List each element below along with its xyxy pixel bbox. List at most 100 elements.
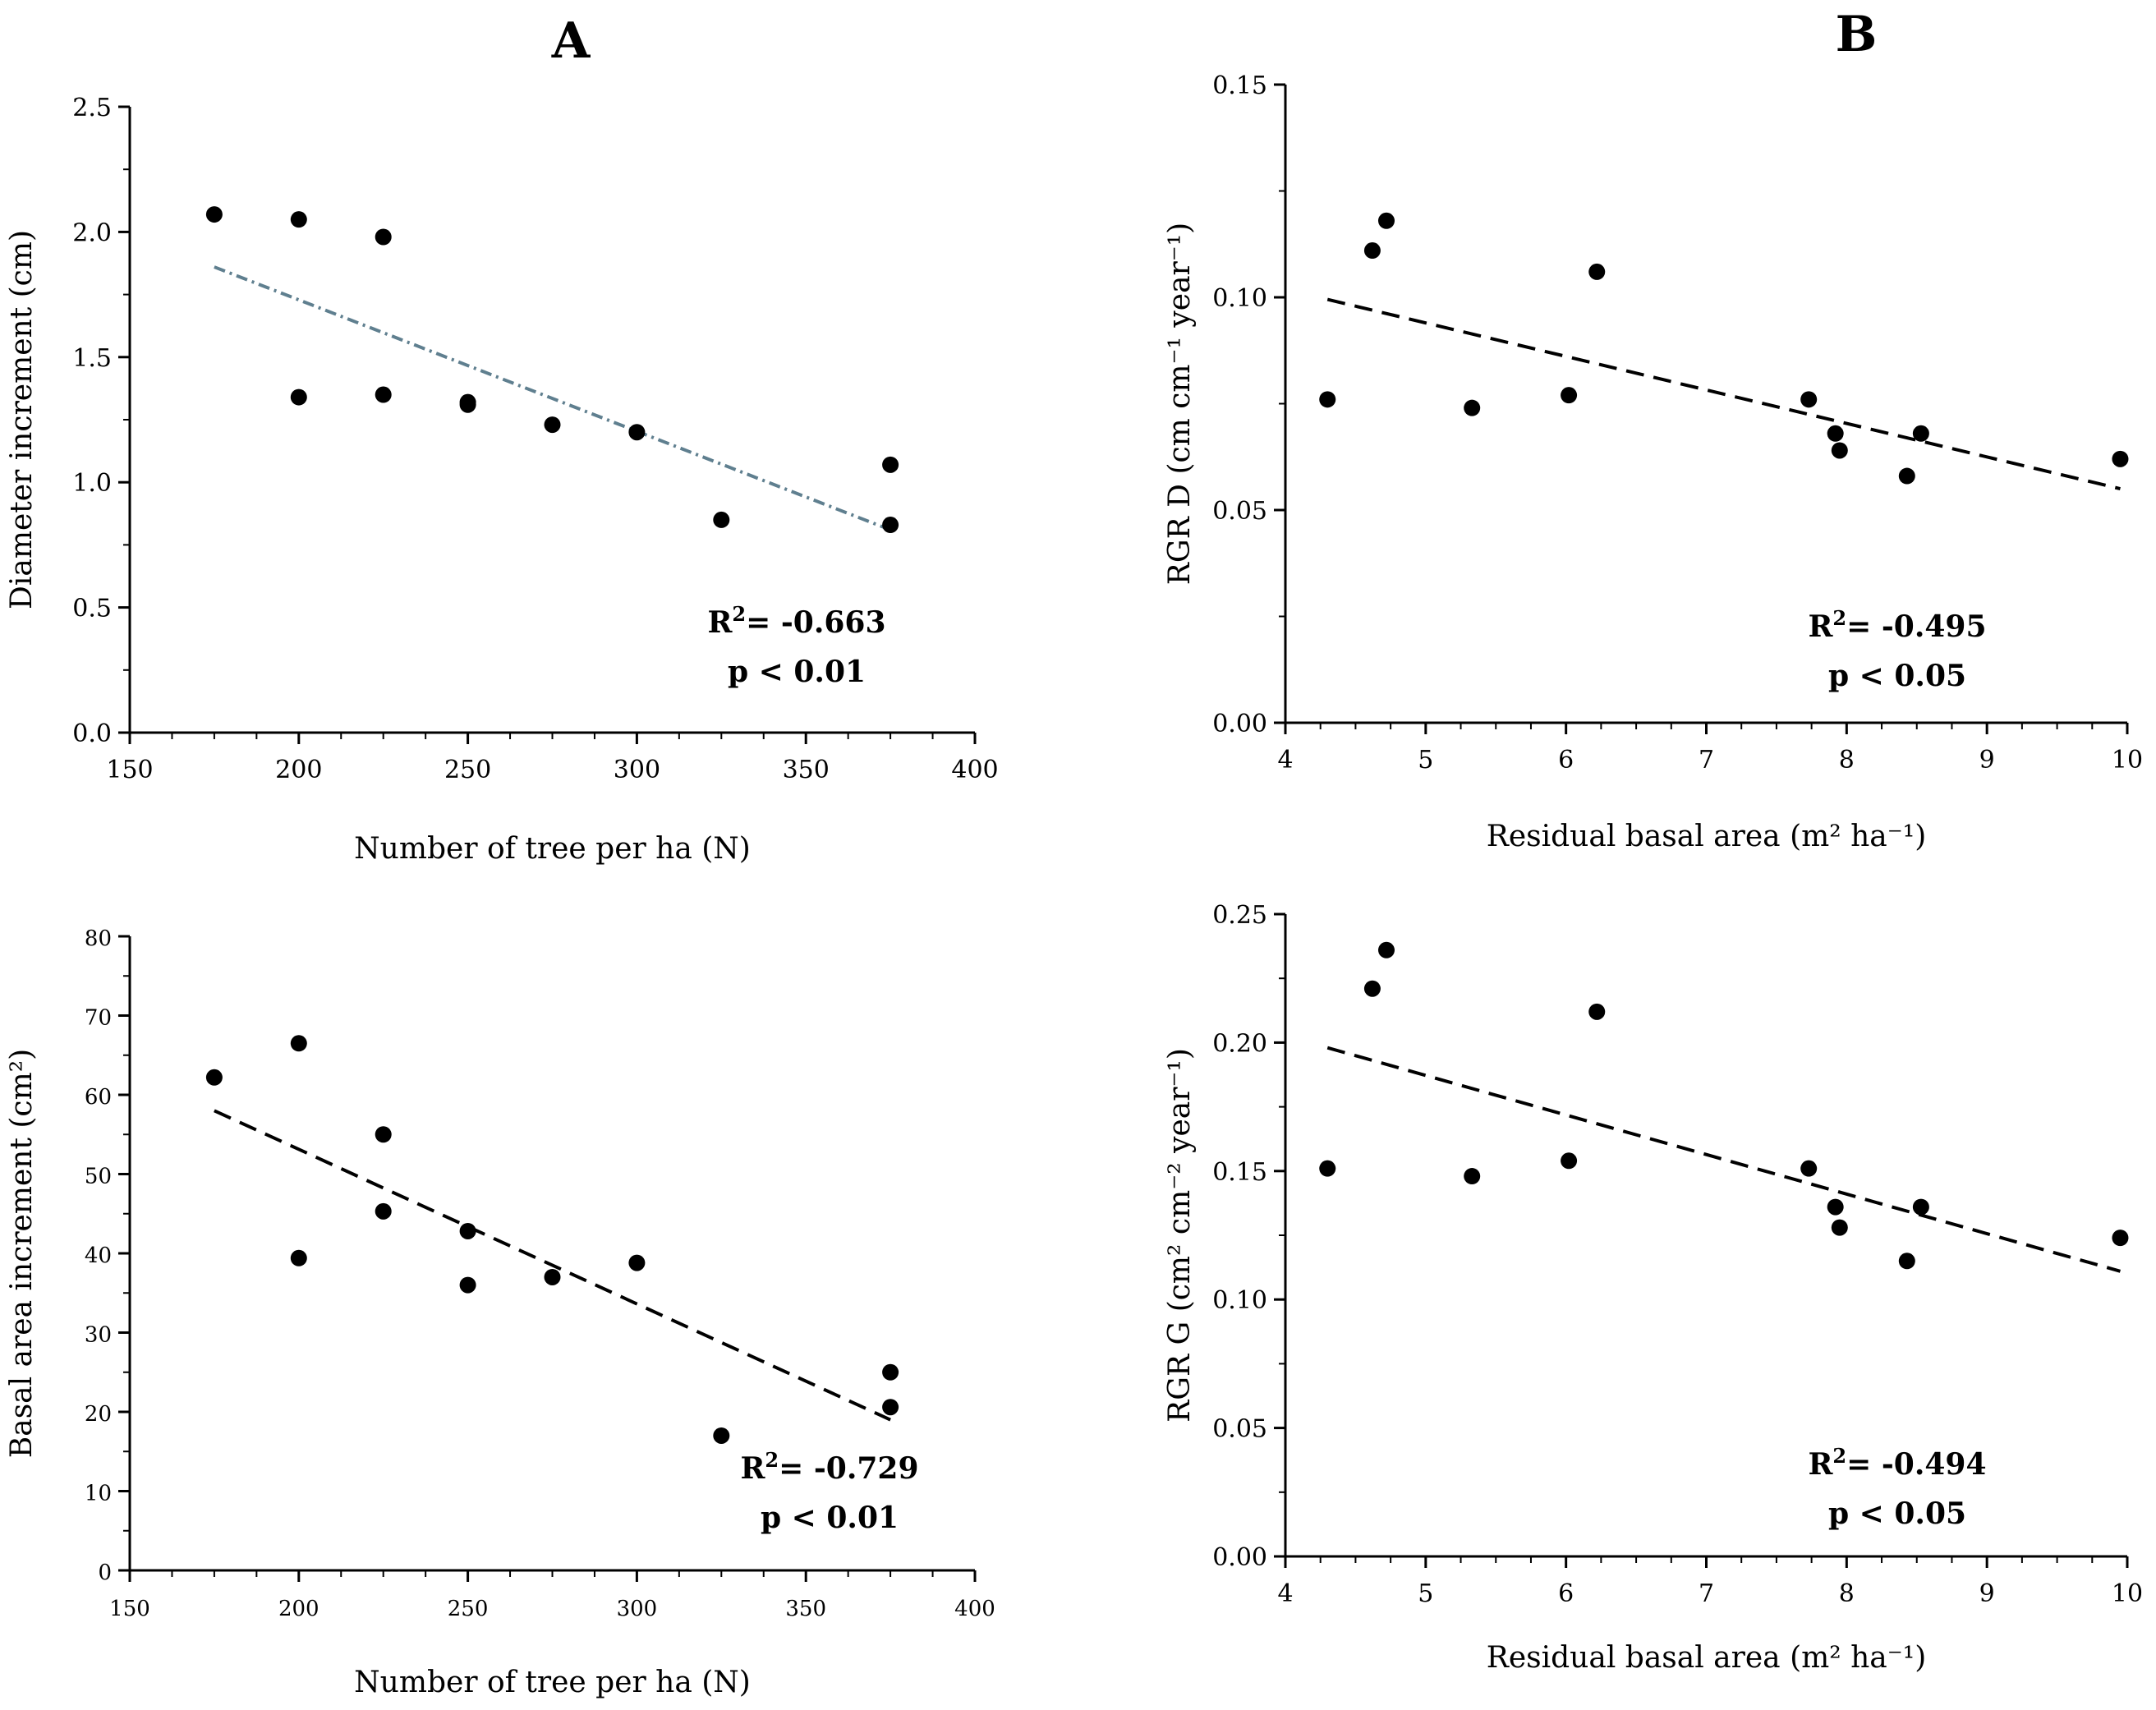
data-point xyxy=(1464,399,1481,416)
p-value-label: p < 0.01 xyxy=(761,1501,899,1535)
data-point xyxy=(1827,425,1844,442)
y-tick-label: 0.15 xyxy=(1212,1158,1267,1187)
p-value-label: p < 0.01 xyxy=(728,655,866,689)
trendline xyxy=(1326,297,2121,491)
x-tick-label: 250 xyxy=(444,756,491,784)
r-squared-label: R2= -0.729 xyxy=(741,1448,919,1486)
data-point xyxy=(1831,442,1848,459)
x-tick-label: 4 xyxy=(1277,746,1293,775)
y-tick-label: 0.05 xyxy=(1212,497,1267,526)
y-tick-label: 20 xyxy=(85,1402,112,1427)
data-point xyxy=(375,386,392,403)
data-point xyxy=(1831,1219,1848,1236)
data-point xyxy=(1378,941,1395,958)
y-tick-label: 0.10 xyxy=(1212,1286,1267,1315)
x-tick-label: 200 xyxy=(278,1597,319,1621)
data-point xyxy=(205,206,223,223)
x-tick-label: 7 xyxy=(1699,1579,1714,1608)
data-point xyxy=(375,1126,392,1143)
data-point xyxy=(1912,425,1929,442)
x-tick-label: 6 xyxy=(1558,1579,1574,1608)
y-axis-label: RGR D (cm cm⁻¹ year⁻¹) xyxy=(1163,223,1197,585)
chart-rgr-d: 4 5 6 7 8 9 10 0.00 0.05 0.10 0.15 Residual basal a… xyxy=(1163,71,2143,853)
y-axis-label: Basal area increment (cm²) xyxy=(5,1049,39,1458)
y-axis-label: RGR G (cm² cm⁻² year⁻¹) xyxy=(1163,1048,1197,1423)
p-value-label: p < 0.05 xyxy=(1828,1496,1966,1531)
trendline xyxy=(1326,1046,2122,1273)
x-tick-label: 10 xyxy=(2112,1579,2143,1608)
y-tick-label: 0.00 xyxy=(1212,710,1267,738)
x-tick-label: 9 xyxy=(1979,746,1995,775)
x-tick-label: 5 xyxy=(1418,746,1433,775)
data-point xyxy=(882,456,899,473)
y-tick-label: 1.0 xyxy=(72,469,112,498)
x-tick-label: 300 xyxy=(614,756,660,784)
y-tick-label: 0.20 xyxy=(1212,1029,1267,1058)
data-point xyxy=(713,511,730,528)
data-point xyxy=(2112,1230,2129,1247)
data-point xyxy=(459,396,476,413)
y-tick-label: 0.10 xyxy=(1212,284,1267,313)
x-tick-label: 350 xyxy=(783,756,830,784)
r-squared-label: R2= -0.494 xyxy=(1809,1444,1987,1482)
x-axis-label: Residual basal area (m² ha⁻¹) xyxy=(1487,820,1927,853)
data-point xyxy=(290,388,307,406)
data-point xyxy=(2112,450,2129,467)
y-tick-label: 0.5 xyxy=(72,595,112,623)
x-tick-label: 7 xyxy=(1699,746,1714,775)
data-point xyxy=(1363,980,1381,997)
y-tick-label: 60 xyxy=(85,1085,112,1110)
data-point xyxy=(1800,1160,1818,1177)
trendline xyxy=(214,265,891,531)
data-point xyxy=(628,424,646,441)
data-point xyxy=(1464,1168,1481,1185)
x-tick-label: 5 xyxy=(1418,1579,1433,1608)
p-value-label: p < 0.05 xyxy=(1828,659,1966,693)
y-tick-label: 1.5 xyxy=(72,344,112,373)
x-tick-label: 400 xyxy=(951,756,998,784)
data-point xyxy=(459,1222,476,1239)
x-tick-label: 8 xyxy=(1839,1579,1855,1608)
data-point xyxy=(1561,1152,1578,1170)
y-tick-label: 50 xyxy=(85,1165,112,1189)
y-tick-label: 80 xyxy=(85,926,112,951)
panel-title-a: A xyxy=(551,12,591,70)
data-point xyxy=(1319,391,1336,408)
y-tick-label: 0.15 xyxy=(1212,71,1267,100)
data-point xyxy=(1588,263,1606,280)
data-point xyxy=(1588,1003,1606,1020)
data-point xyxy=(459,1276,476,1294)
y-tick-label: 0.05 xyxy=(1212,1415,1267,1444)
y-tick-label: 30 xyxy=(85,1323,112,1348)
data-point xyxy=(375,1202,392,1220)
trendline xyxy=(214,1109,891,1422)
data-point xyxy=(205,1069,223,1086)
y-tick-label: 2.0 xyxy=(72,218,112,247)
data-point xyxy=(544,416,561,434)
x-tick-label: 200 xyxy=(275,756,322,784)
data-point xyxy=(628,1254,646,1271)
y-tick-label: 0.25 xyxy=(1212,901,1267,930)
x-axis-label: Number of tree per ha (N) xyxy=(354,1666,751,1699)
y-tick-label: 0.00 xyxy=(1212,1543,1267,1572)
x-axis-label: Number of tree per ha (N) xyxy=(354,832,751,866)
x-tick-label: 400 xyxy=(954,1597,995,1621)
data-point xyxy=(1898,1253,1915,1270)
y-axis-label: Diameter increment (cm) xyxy=(5,230,39,609)
x-tick-label: 10 xyxy=(2112,746,2143,775)
data-point xyxy=(290,1249,307,1266)
data-point xyxy=(1319,1160,1336,1177)
x-tick-label: 9 xyxy=(1979,1579,1995,1608)
y-tick-label: 0.0 xyxy=(72,719,112,748)
y-tick-label: 2.5 xyxy=(72,94,112,122)
data-point xyxy=(290,1035,307,1052)
data-point xyxy=(1561,387,1578,404)
x-tick-label: 8 xyxy=(1839,746,1855,775)
data-point xyxy=(1800,391,1818,408)
data-point xyxy=(1912,1198,1929,1216)
chart-rgr-g: 4 5 6 7 8 9 10 0.00 0.05 0.10 0.15 0.20 0.25 Residual… xyxy=(1163,901,2143,1675)
x-tick-label: 4 xyxy=(1277,1579,1293,1608)
data-point xyxy=(882,1363,899,1381)
x-tick-label: 6 xyxy=(1558,746,1574,775)
